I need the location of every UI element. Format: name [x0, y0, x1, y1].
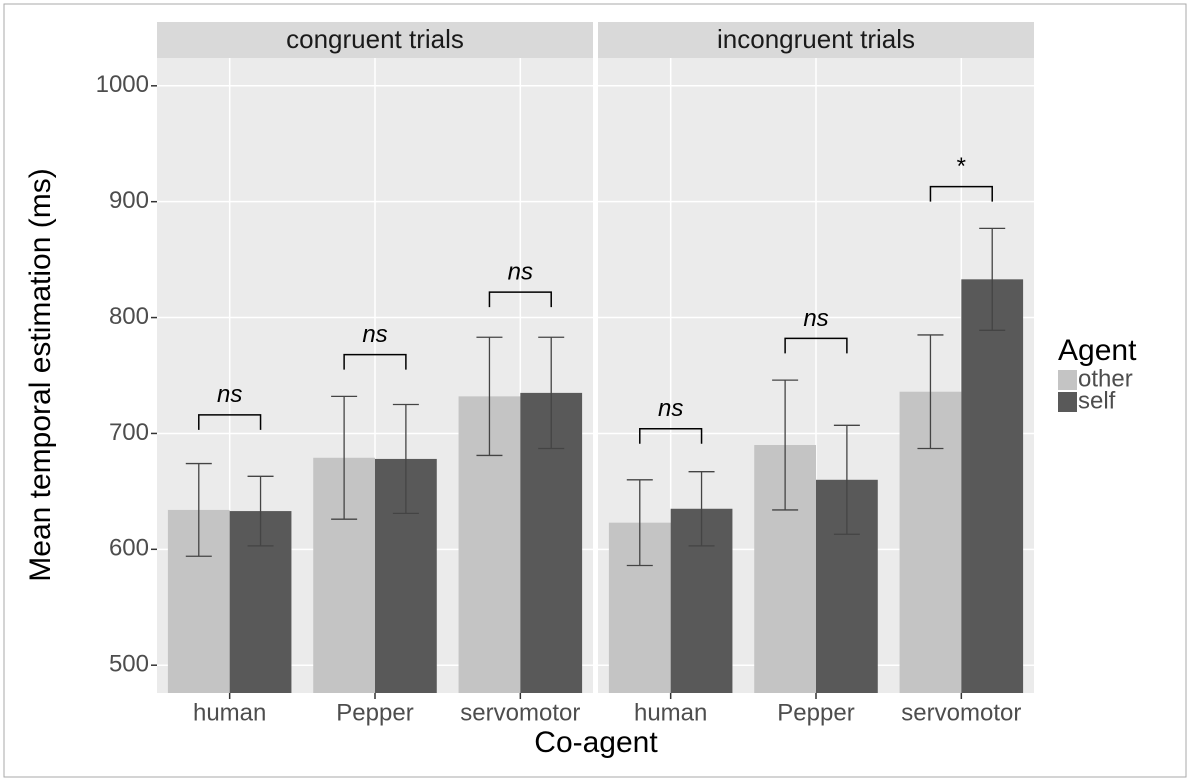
error-bar — [331, 395, 358, 520]
x-axis-label: Co-agent — [534, 726, 658, 759]
facet-title: congruent trials — [286, 24, 464, 54]
x-tick-label: human — [193, 699, 266, 726]
significance-bracket — [784, 337, 848, 354]
error-bar — [392, 403, 419, 515]
error-bar — [917, 334, 944, 450]
error-bar — [688, 471, 715, 547]
x-tick-label: servomotor — [460, 699, 580, 726]
error-bar — [626, 479, 653, 567]
y-tick-label: 500 — [109, 651, 149, 678]
error-bar — [185, 462, 212, 557]
x-tick-label: Pepper — [777, 699, 854, 726]
legend-key — [1058, 392, 1077, 412]
significance-bracket — [198, 414, 262, 430]
bar — [961, 279, 1024, 693]
y-axis-label: Mean temporal estimation (ms) — [24, 168, 57, 581]
significance-label: ns — [217, 381, 242, 408]
x-tick-label: human — [634, 699, 707, 726]
significance-bracket — [639, 428, 703, 444]
significance-bracket — [343, 353, 407, 370]
y-tick-label: 600 — [109, 535, 149, 562]
significance-label: ns — [508, 258, 533, 285]
error-bar — [833, 424, 860, 535]
error-bar — [538, 336, 565, 450]
legend-label: other — [1078, 365, 1133, 392]
facet-title: incongruent trials — [717, 24, 915, 54]
error-bar — [247, 475, 274, 547]
x-tick-label: servomotor — [901, 699, 1021, 726]
y-tick-label: 700 — [109, 419, 149, 446]
legend-title: Agent — [1058, 334, 1137, 367]
legend-key — [1058, 370, 1077, 390]
y-tick-label: 800 — [109, 303, 149, 330]
significance-bracket — [488, 291, 552, 308]
significance-bracket — [929, 185, 993, 202]
strip — [157, 22, 593, 58]
significance-label: * — [957, 153, 966, 180]
error-bar — [979, 227, 1006, 331]
y-tick-label: 1000 — [96, 71, 149, 98]
significance-label: ns — [362, 321, 387, 348]
legend-label: self — [1078, 387, 1116, 414]
error-bar — [476, 336, 503, 457]
significance-label: ns — [658, 395, 683, 422]
y-tick-label: 900 — [109, 187, 149, 214]
x-tick-label: Pepper — [336, 699, 413, 726]
significance-label: ns — [803, 305, 828, 332]
error-bar — [772, 379, 799, 511]
strip — [598, 22, 1034, 58]
